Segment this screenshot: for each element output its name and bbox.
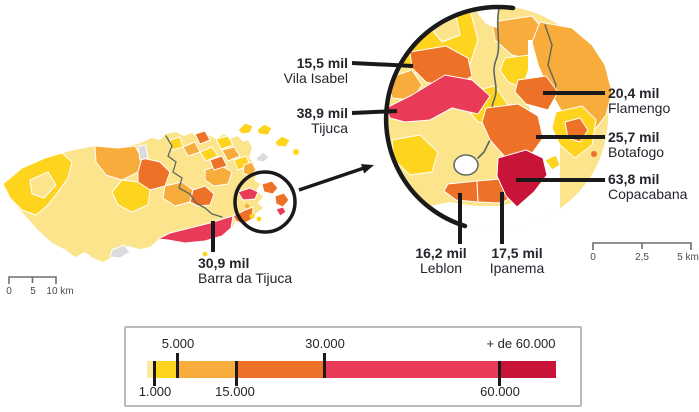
legend-color-bar [147, 353, 556, 386]
leblon-region [443, 180, 479, 203]
zoom-arrow-head [361, 164, 374, 174]
callout-value: 17,5 mil [491, 245, 543, 261]
callout-name: Barra da Tijuca [198, 270, 293, 286]
inset-circle-arc [383, 4, 516, 229]
callout-name: Vila Isabel [283, 70, 348, 86]
main-map [2, 122, 374, 262]
zoom-area-circle [233, 170, 297, 234]
callout-name: Copacabana [608, 186, 688, 202]
legend-top-label: 30.000 [305, 336, 345, 351]
legend-segment [235, 361, 323, 378]
callout-name: Leblon [419, 260, 463, 276]
callout-name: Flamengo [608, 100, 671, 116]
scalebar-right-graphic [592, 242, 692, 250]
legend-segment [323, 361, 498, 378]
callout-leblon: 16,2 mil Leblon [381, 246, 501, 276]
callout-name: Ipanema [489, 260, 545, 276]
callout-value: 15,5 mil [296, 55, 348, 71]
callout-value: 63,8 mil [608, 171, 660, 187]
callout-value: 20,4 mil [608, 85, 660, 101]
callout-value: 16,2 mil [415, 245, 467, 261]
flamengo-region [514, 75, 559, 111]
legend-tick-5000 [176, 353, 179, 378]
tijuca-region [386, 74, 491, 123]
callout-copacabana: 63,8 mil Copacabana [608, 172, 687, 202]
callout-ipanema: 17,5 mil Ipanema [457, 246, 577, 276]
scalebar-label: 0 [590, 252, 596, 263]
callout-value: 38,9 mil [296, 105, 348, 121]
callout-tijuca: 38,9 mil Tijuca [297, 106, 348, 136]
legend-tick-60000 [498, 361, 501, 386]
callout-name: Botafogo [608, 144, 665, 160]
callout-name: Tijuca [311, 120, 348, 136]
legend: 5.000 30.000 + de 60.000 1.000 15.000 60… [124, 326, 582, 407]
legend-bottom-label: 1.000 [138, 384, 172, 399]
callout-value: 25,7 mil [608, 129, 660, 145]
scalebar-left-graphic [8, 276, 57, 284]
scalebar-label: 5 [30, 286, 36, 297]
legend-bottom-label: 15.000 [215, 384, 255, 399]
callout-vila-isabel: 15,5 mil Vila Isabel [284, 56, 348, 86]
legend-tick-30000 [323, 353, 326, 378]
callout-value: 30,9 mil [198, 255, 250, 271]
callout-flamengo: 20,4 mil Flamengo [608, 86, 670, 116]
callout-line-vila-isabel [351, 61, 414, 68]
zoom-arrow-line [298, 166, 365, 192]
main-map-regions [2, 122, 299, 259]
legend-segment [498, 361, 556, 378]
lagoon [453, 154, 479, 176]
callout-barra-da-tijuca: 30,9 mil Barra da Tijuca [198, 256, 292, 286]
legend-bottom-label: 60.000 [480, 384, 520, 399]
legend-tick-15000 [235, 361, 238, 386]
legend-segment [147, 361, 153, 378]
scalebar-label: 10 km [46, 286, 74, 297]
legend-tick-1000 [153, 361, 156, 386]
scalebar-label: 0 [6, 286, 12, 297]
legend-segment [176, 361, 235, 378]
legend-segment [153, 361, 176, 378]
municipal-boundary-main [165, 135, 223, 218]
scalebar-label: 2,5 [635, 252, 649, 263]
callout-lines [211, 61, 605, 252]
legend-top-label: + de 60.000 [486, 336, 556, 351]
legend-top-label: 5.000 [161, 336, 195, 351]
inset-map [383, 4, 613, 229]
callout-botafogo: 25,7 mil Botafogo [608, 130, 664, 160]
scalebar-label: 5 km [677, 252, 699, 263]
callout-line-tijuca [351, 109, 398, 115]
